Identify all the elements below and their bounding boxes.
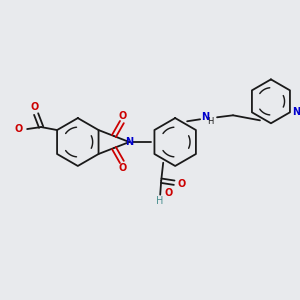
Text: N: N <box>125 137 133 147</box>
Text: O: O <box>30 102 38 112</box>
Text: O: O <box>177 179 185 189</box>
Text: O: O <box>14 124 22 134</box>
Text: N: N <box>201 112 209 122</box>
Text: N: N <box>292 107 300 117</box>
Text: O: O <box>119 163 127 173</box>
Text: O: O <box>119 111 127 121</box>
Text: H: H <box>207 117 213 126</box>
Text: O: O <box>164 188 172 198</box>
Text: H: H <box>155 196 163 206</box>
